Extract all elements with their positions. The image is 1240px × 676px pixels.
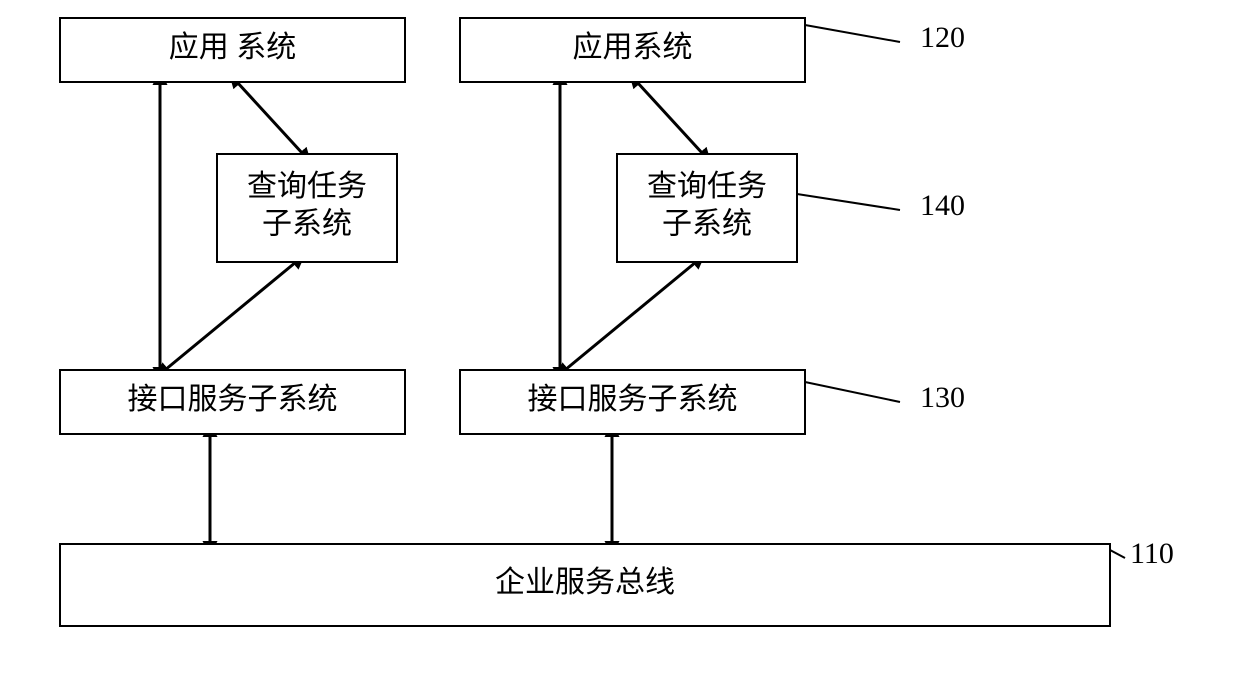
connector-arrow bbox=[637, 82, 703, 154]
node-bus: 企业服务总线 bbox=[60, 544, 1110, 626]
node-query2: 查询任务子系统 bbox=[617, 154, 797, 262]
node-label: 企业服务总线 bbox=[495, 566, 675, 599]
reference-label: 110 bbox=[1130, 537, 1174, 570]
leader-line bbox=[805, 382, 900, 402]
node-label: 接口服务子系统 bbox=[128, 383, 338, 416]
node-label-line: 子系统 bbox=[262, 208, 352, 241]
node-label: 应用 系统 bbox=[169, 31, 297, 64]
leader-line bbox=[805, 25, 900, 42]
node-label-line: 查询任务 bbox=[647, 170, 767, 203]
node-app2: 应用系统 bbox=[460, 18, 805, 82]
connector-arrow bbox=[165, 262, 296, 370]
node-label-line: 查询任务 bbox=[247, 170, 367, 203]
reference-label: 120 bbox=[920, 21, 965, 54]
node-label: 接口服务子系统 bbox=[528, 383, 738, 416]
reference-label: 140 bbox=[920, 189, 965, 222]
architecture-diagram: 应用 系统应用系统查询任务子系统查询任务子系统接口服务子系统接口服务子系统企业服… bbox=[0, 0, 1240, 676]
node-app1: 应用 系统 bbox=[60, 18, 405, 82]
connector-arrow bbox=[565, 262, 696, 370]
reference-label: 130 bbox=[920, 381, 965, 414]
leader-line bbox=[797, 194, 900, 210]
node-label: 应用系统 bbox=[573, 31, 693, 64]
leader-line bbox=[1110, 550, 1125, 558]
node-label-line: 子系统 bbox=[662, 208, 752, 241]
node-iface1: 接口服务子系统 bbox=[60, 370, 405, 434]
node-iface2: 接口服务子系统 bbox=[460, 370, 805, 434]
connector-arrow bbox=[237, 82, 303, 154]
node-query1: 查询任务子系统 bbox=[217, 154, 397, 262]
